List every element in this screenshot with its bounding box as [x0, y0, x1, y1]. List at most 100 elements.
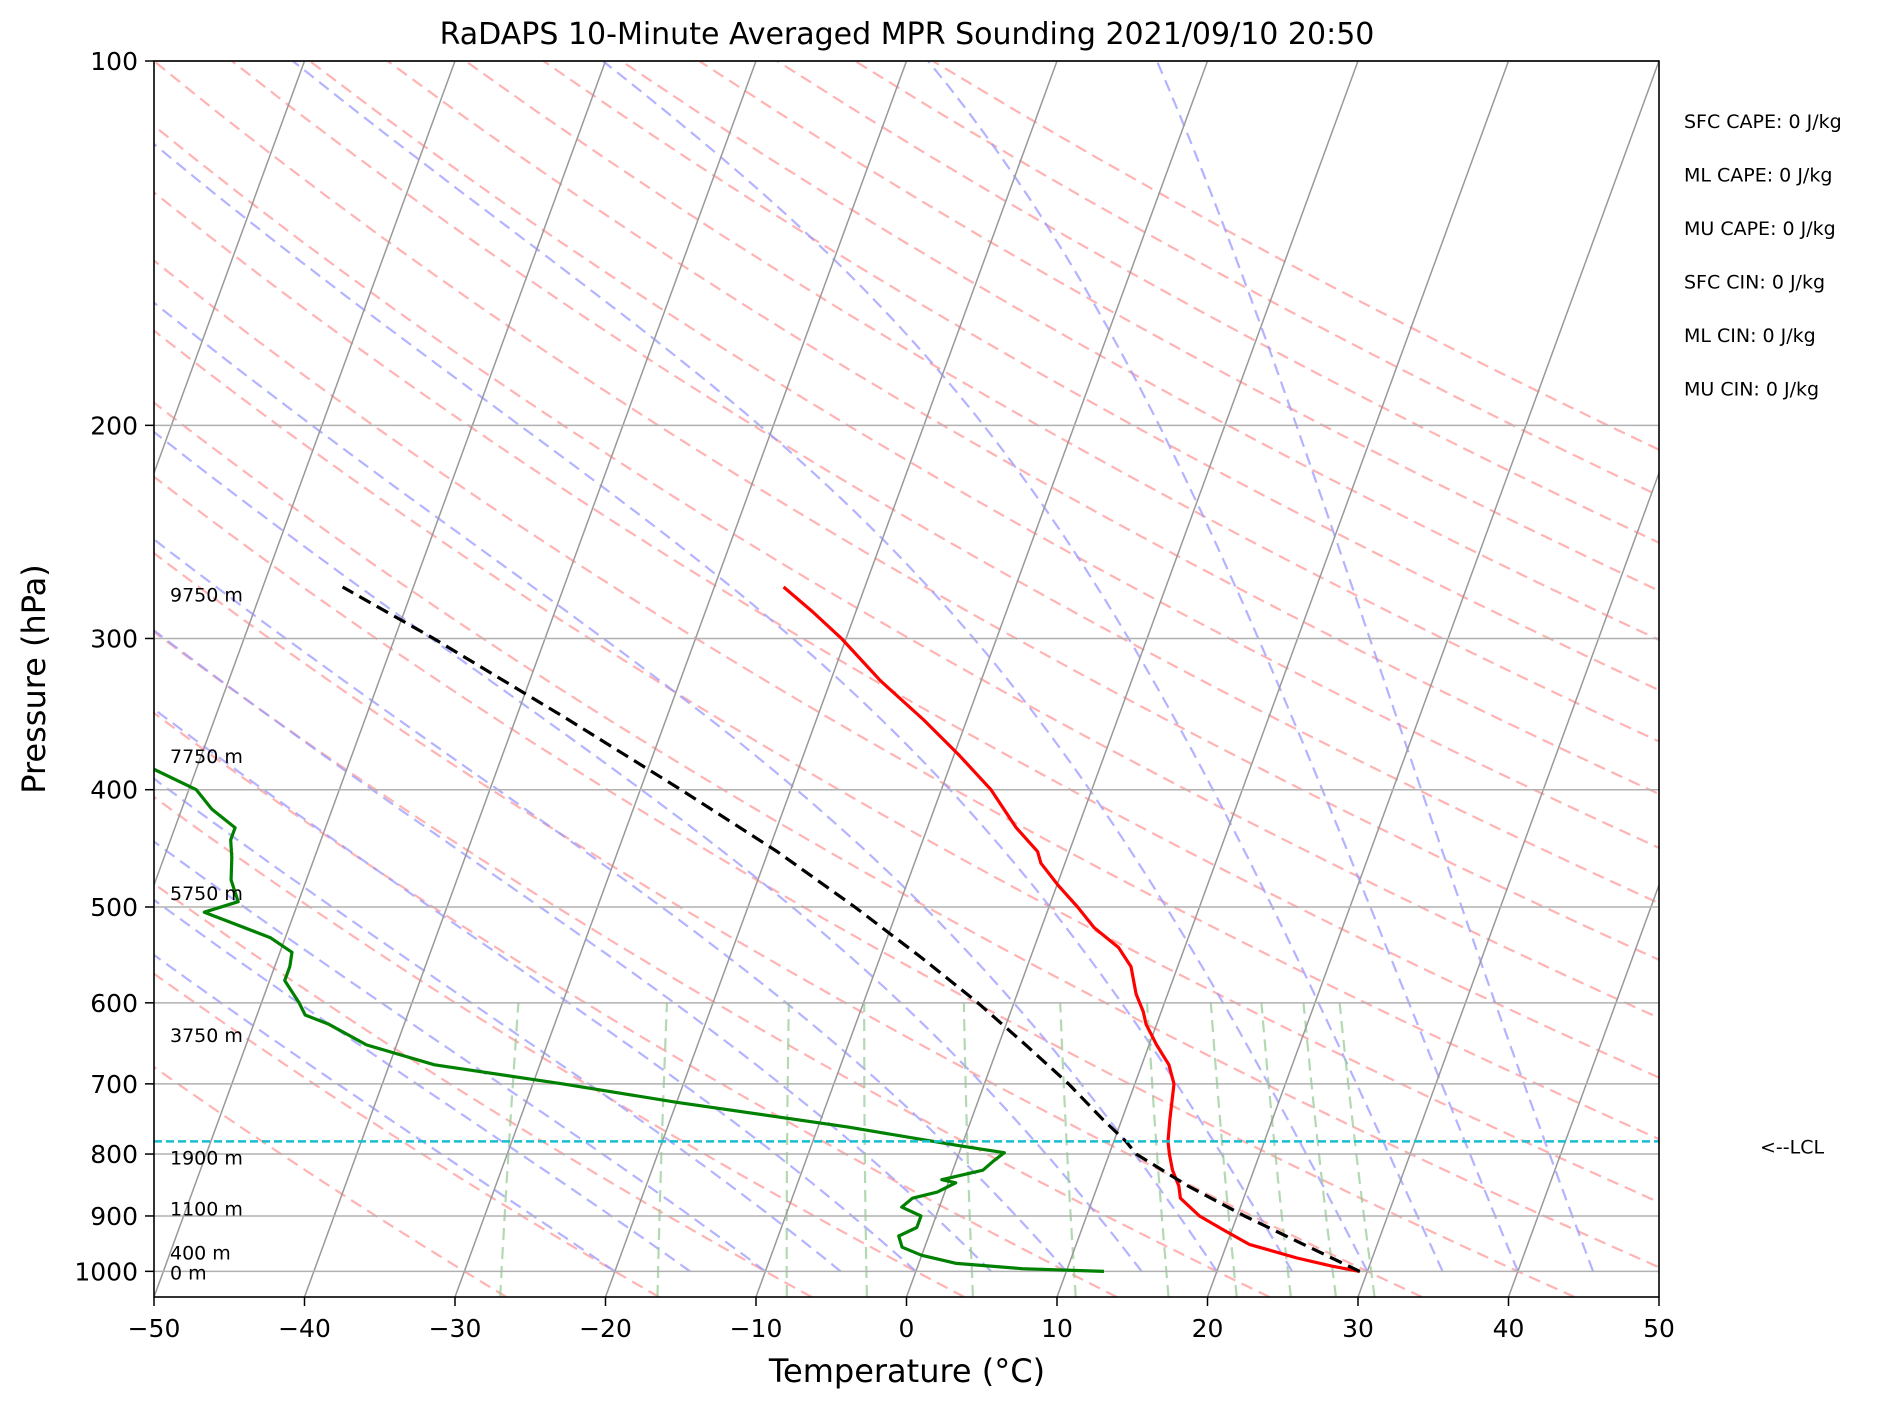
- x-tick-label: 30: [1342, 1314, 1374, 1343]
- temperature-profile: [782, 585, 1361, 1273]
- x-tick-label: −10: [730, 1314, 783, 1343]
- y-tick-label: 100: [90, 47, 138, 76]
- mixing-ratio-line: [1146, 1002, 1170, 1297]
- mixing-ratio-line: [1059, 1002, 1077, 1297]
- dry-adiabat: [620, 61, 1659, 642]
- mixing-ratio-line: [1260, 1002, 1292, 1297]
- height-label: 5750 m: [170, 883, 243, 905]
- x-tick-label: −30: [429, 1314, 482, 1343]
- height-label: 0 m: [170, 1262, 207, 1284]
- y-axis: 100 200 300 400 500 600 700 800 900 1000: [74, 47, 154, 1286]
- dry-adiabat: [154, 190, 1659, 1079]
- x-tick-label: 10: [1041, 1314, 1073, 1343]
- moist-adiabat: [154, 301, 1218, 1273]
- height-label: 9750 m: [170, 585, 243, 607]
- dry-adiabat: [154, 259, 1659, 1141]
- isotherm: [454, 61, 908, 1297]
- moist-adiabat: [154, 707, 917, 1273]
- moist-adiabat: [602, 61, 1444, 1272]
- moist-adiabat: [1155, 61, 1595, 1272]
- height-label: 3750 m: [170, 1025, 243, 1047]
- index-text: MU CAPE: 0 J/kg: [1684, 218, 1836, 240]
- moist-adiabat: [927, 61, 1519, 1272]
- lcl-label: <--LCL: [1760, 1136, 1824, 1158]
- mixing-ratio-line: [962, 1002, 975, 1297]
- mixing-ratio-line: [1209, 1002, 1238, 1297]
- moist-adiabat: [154, 430, 1143, 1273]
- x-tick-label: 20: [1192, 1314, 1224, 1343]
- x-tick-label: 40: [1493, 1314, 1525, 1343]
- isotherm: [1507, 882, 1659, 1297]
- y-tick-label: 200: [90, 411, 138, 440]
- moist-adiabat: [154, 898, 691, 1273]
- instability-indices: SFC CAPE: 0 J/kg ML CAPE: 0 J/kg MU CAPE: …: [1684, 111, 1842, 401]
- y-tick-label: 300: [90, 624, 138, 653]
- mixing-ratio-line: [785, 1002, 790, 1297]
- height-labels: 9750 m 7750 m 5750 m 3750 m 1900 m 1100 m 400 …: [170, 585, 243, 1285]
- chart-title: RaDAPS 10-Minute Averaged MPR Sounding 2…: [440, 17, 1375, 52]
- isotherm: [905, 61, 1359, 1297]
- isotherm: [154, 61, 607, 1297]
- isotherm: [1206, 61, 1659, 1297]
- lcl-group: <--LCL: [154, 1136, 1824, 1158]
- mixing-ratio-line: [1338, 1002, 1376, 1297]
- y-tick-label: 700: [90, 1070, 138, 1099]
- background-lines: [154, 61, 1659, 1297]
- dry-adiabat: [154, 1065, 507, 1297]
- x-tick-label: −40: [278, 1314, 331, 1343]
- moist-adiabat: [292, 61, 1369, 1272]
- y-tick-label: 400: [90, 776, 138, 805]
- x-axis: −50 −40 −30 −20 −10 0 10 20 30 40 50: [128, 1297, 1675, 1343]
- index-text: ML CAPE: 0 J/kg: [1684, 165, 1832, 187]
- isotherm: [1357, 470, 1659, 1297]
- dry-adiabat: [542, 61, 1659, 692]
- dry-adiabat: [154, 711, 1118, 1297]
- isotherm: [303, 61, 757, 1297]
- height-label: 7750 m: [170, 746, 243, 768]
- x-tick-label: 0: [899, 1314, 915, 1343]
- moist-adiabat: [154, 629, 992, 1273]
- y-tick-label: 600: [90, 989, 138, 1018]
- dry-adiabat: [698, 61, 1659, 592]
- dry-adiabat: [309, 61, 1659, 850]
- x-axis-label: Temperature (°C): [768, 1352, 1045, 1390]
- isotherm: [154, 61, 306, 476]
- height-label: 1900 m: [170, 1147, 243, 1169]
- parcel-profile: [341, 585, 1361, 1273]
- y-tick-label: 1000: [74, 1257, 138, 1286]
- isotherm: [1056, 61, 1510, 1297]
- moist-adiabat: [154, 142, 1294, 1272]
- moist-adiabat: [154, 953, 616, 1273]
- dry-adiabat: [464, 61, 1659, 743]
- y-tick-label: 500: [90, 893, 138, 922]
- index-text: ML CIN: 0 J/kg: [1684, 325, 1816, 347]
- height-label: 400 m: [170, 1243, 231, 1265]
- height-label: 1100 m: [170, 1198, 243, 1220]
- index-text: SFC CIN: 0 J/kg: [1684, 272, 1825, 294]
- mixing-ratio-line: [656, 1002, 669, 1297]
- mixing-ratio-line: [499, 1002, 520, 1297]
- moist-adiabat: [154, 537, 1068, 1273]
- isotherm: [604, 61, 1058, 1297]
- data-series: [154, 585, 1361, 1273]
- dry-adiabat: [154, 630, 1270, 1297]
- dry-adiabat: [154, 551, 1423, 1297]
- index-text: SFC CAPE: 0 J/kg: [1684, 111, 1842, 133]
- y-tick-label: 900: [90, 1202, 138, 1231]
- dry-adiabat: [154, 124, 1659, 1020]
- x-tick-label: −20: [579, 1314, 632, 1343]
- isotherm: [755, 61, 1209, 1297]
- y-tick-label: 800: [90, 1140, 138, 1169]
- index-text: MU CIN: 0 J/kg: [1684, 379, 1819, 401]
- dewpoint-profile: [154, 767, 1105, 1273]
- isotherm: [154, 61, 456, 888]
- mixing-ratio-line: [863, 1002, 868, 1297]
- dry-adiabat: [154, 475, 1576, 1297]
- dry-adiabat: [154, 61, 1659, 961]
- moist-adiabat: [154, 777, 842, 1273]
- x-tick-label: −50: [128, 1314, 181, 1343]
- dry-adiabat: [154, 401, 1659, 1269]
- x-tick-label: 50: [1643, 1314, 1675, 1343]
